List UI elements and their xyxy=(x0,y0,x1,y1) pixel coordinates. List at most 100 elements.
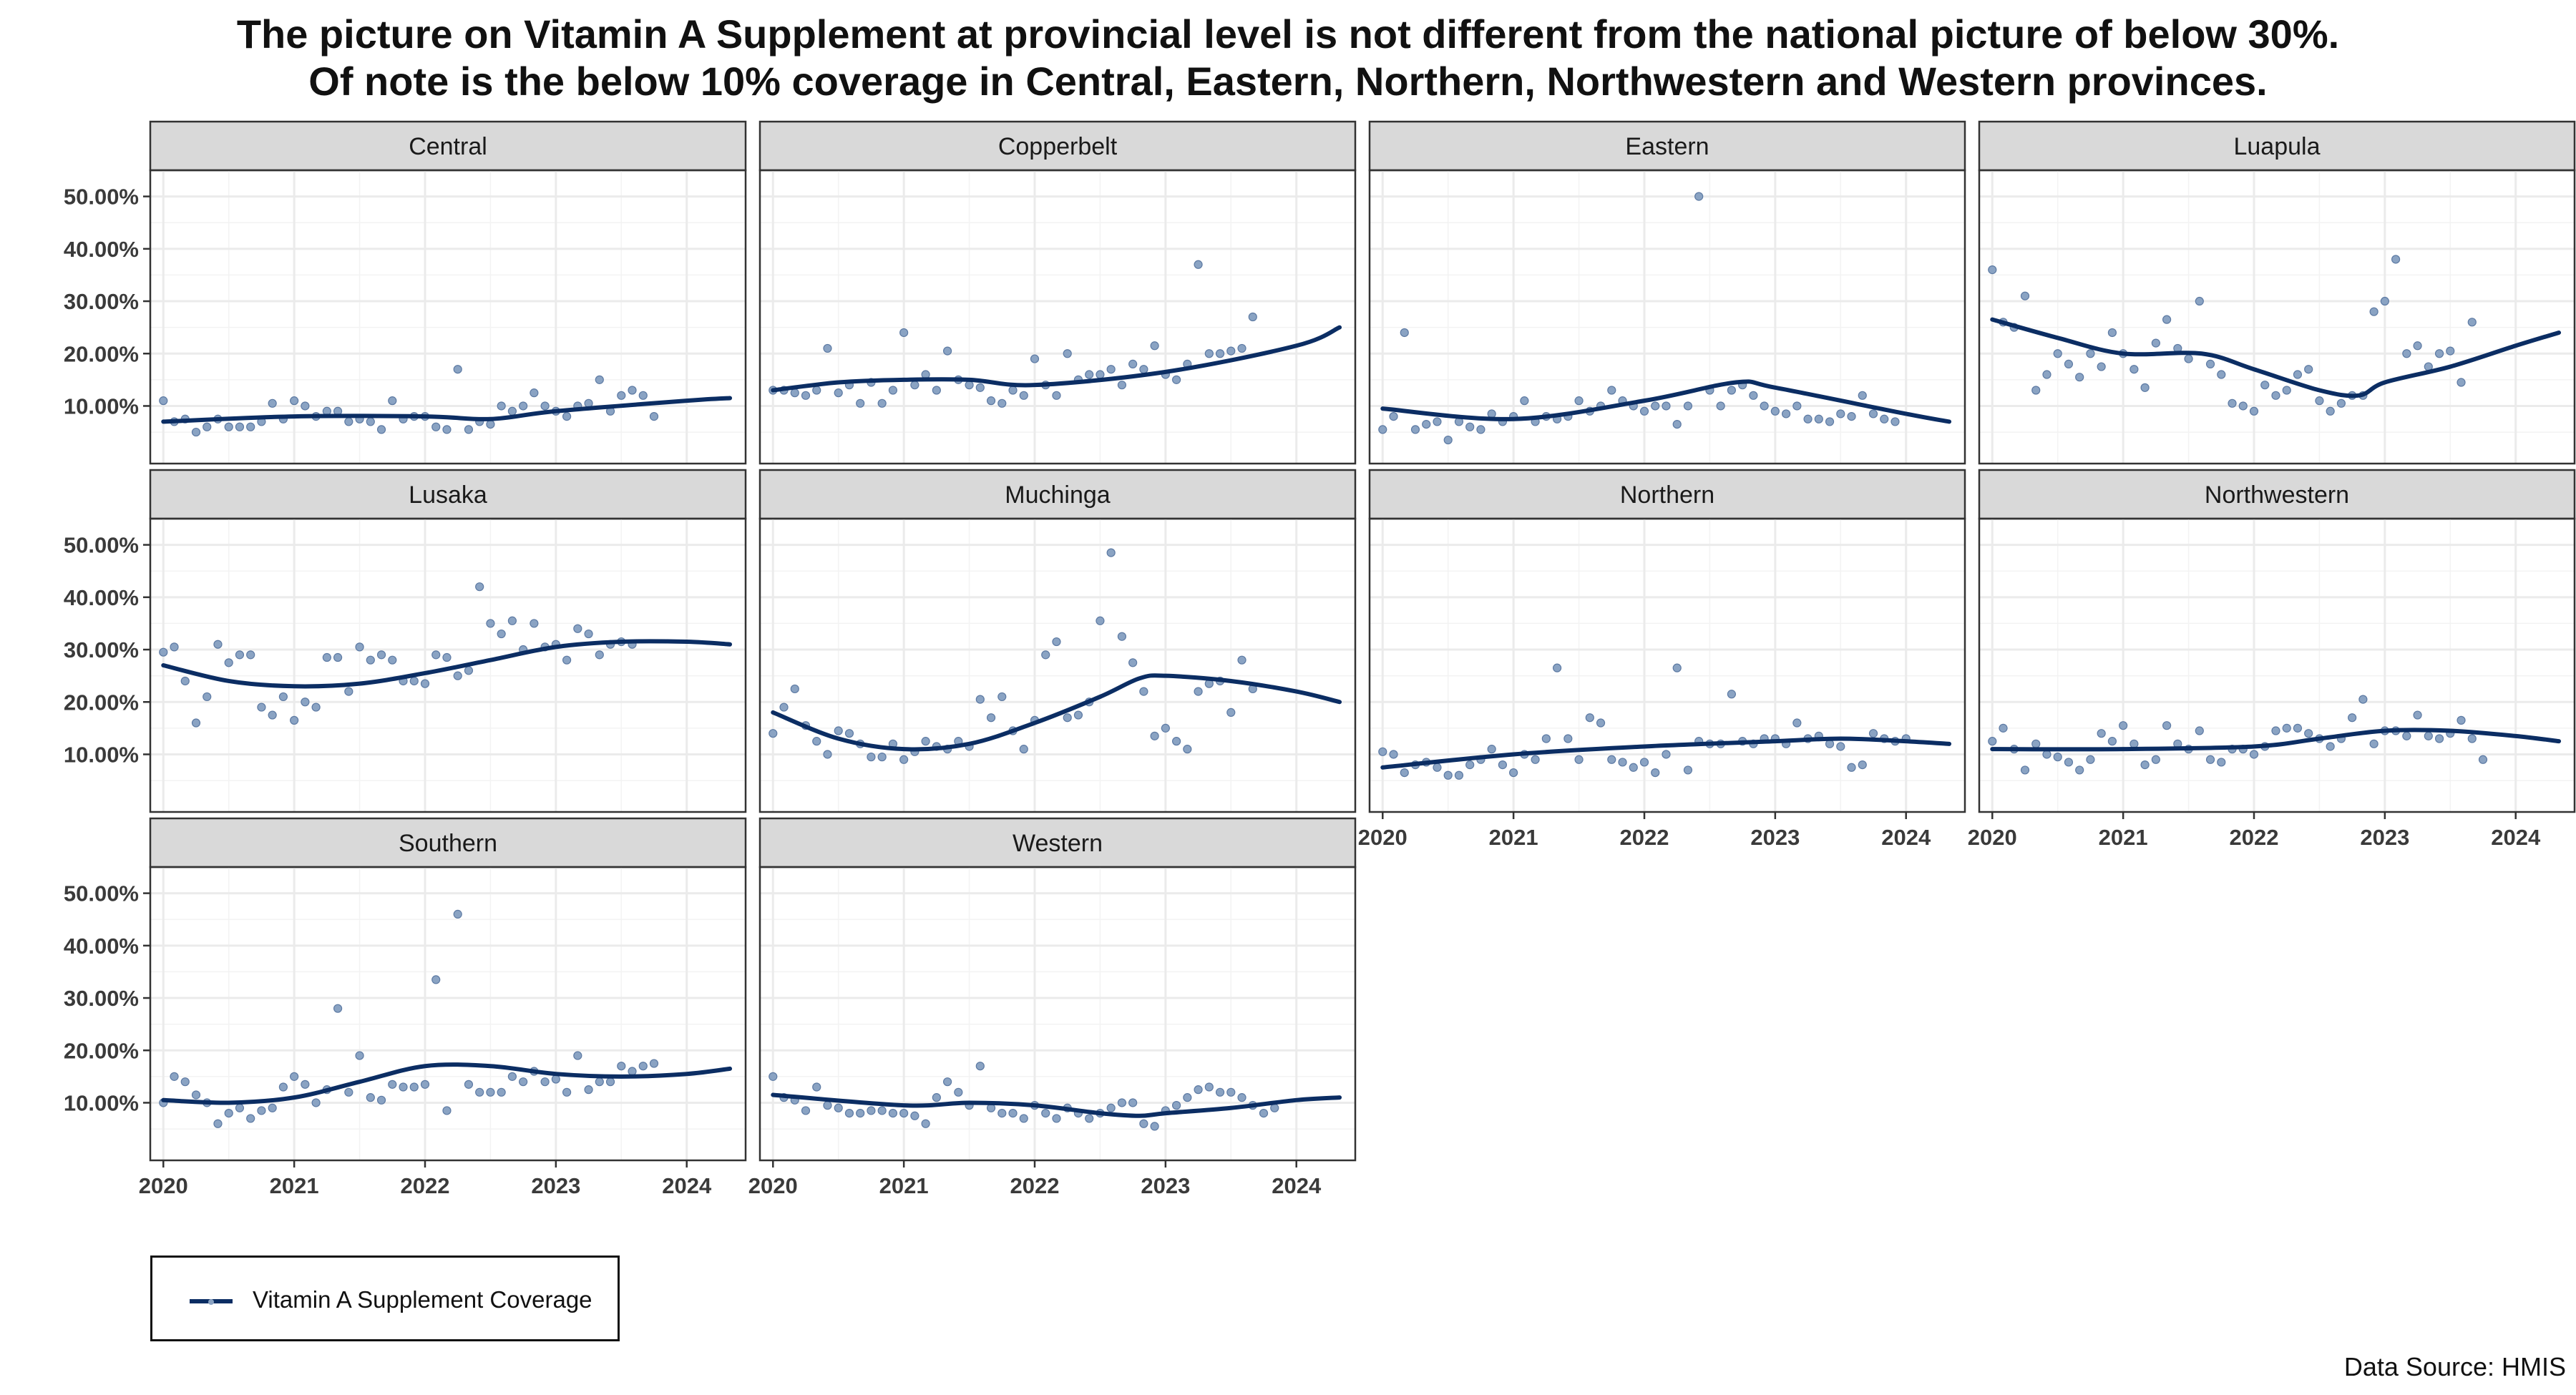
data-point xyxy=(1117,632,1127,641)
data-point xyxy=(1607,755,1616,764)
data-point xyxy=(2249,406,2259,416)
facet-strip xyxy=(1978,469,2576,520)
data-point xyxy=(617,1062,626,1071)
facet-strip xyxy=(758,817,1357,868)
data-point xyxy=(235,650,245,660)
data-point xyxy=(170,1072,179,1081)
data-point xyxy=(1847,763,1856,772)
data-point xyxy=(2097,362,2106,371)
data-point xyxy=(475,582,484,592)
data-point xyxy=(834,1103,843,1112)
data-point xyxy=(573,624,582,633)
data-point xyxy=(1880,414,1889,424)
y-tick-label: 40.00% xyxy=(64,237,139,262)
smooth-trend-line xyxy=(1380,736,1952,770)
data-point xyxy=(388,655,397,665)
facet-muchinga: Muchinga xyxy=(758,469,1357,813)
y-tick-label: 20.00% xyxy=(64,1038,139,1063)
x-tick-label: 2023 xyxy=(2360,825,2409,850)
facet-strip xyxy=(1368,120,1966,172)
facet-northwestern: Northwestern 2020 2021 2022 2023 2024 xyxy=(1968,469,2576,850)
x-tick-label: 2024 xyxy=(1272,1173,1322,1198)
y-tick-label: 10.00% xyxy=(64,742,139,767)
data-point xyxy=(628,1067,637,1076)
data-point xyxy=(986,396,996,406)
data-point xyxy=(2107,737,2117,746)
data-point xyxy=(1639,758,1649,767)
data-point xyxy=(1259,1109,1269,1118)
data-point xyxy=(1465,760,1475,770)
data-point xyxy=(1171,737,1181,746)
y-tick-label: 30.00% xyxy=(64,637,139,662)
facet-copperbelt: Copperbelt xyxy=(758,120,1357,465)
data-point xyxy=(388,396,397,406)
data-point xyxy=(1139,1119,1148,1128)
data-point xyxy=(584,629,593,639)
panel-border xyxy=(149,169,747,465)
data-point xyxy=(921,737,930,746)
data-point xyxy=(1194,687,1203,696)
x-tick-label: 2022 xyxy=(401,1173,450,1198)
data-point xyxy=(2467,318,2477,327)
data-point xyxy=(1052,1114,1061,1123)
panel-border xyxy=(758,517,1357,813)
x-tick-label: 2022 xyxy=(1010,1173,1060,1198)
facet-luapula: Luapula xyxy=(1978,120,2576,465)
data-point xyxy=(1194,1085,1203,1095)
data-point xyxy=(1226,1087,1236,1097)
data-point xyxy=(431,650,441,660)
data-point xyxy=(2184,354,2193,363)
data-point xyxy=(834,726,843,735)
data-point xyxy=(1019,1114,1028,1123)
data-point xyxy=(888,386,898,395)
data-point xyxy=(2020,291,2030,300)
data-point xyxy=(2217,758,2226,767)
data-point xyxy=(409,1082,419,1092)
legend-point-key xyxy=(208,1299,214,1305)
data-point xyxy=(997,692,1007,702)
data-point xyxy=(191,718,201,728)
data-point xyxy=(2151,338,2160,348)
data-point xyxy=(867,1106,876,1115)
data-point xyxy=(1433,417,1442,426)
data-point xyxy=(1574,396,1584,406)
data-point xyxy=(1237,1093,1246,1102)
facet-strip-label: Southern xyxy=(399,830,497,857)
data-point xyxy=(2336,398,2346,408)
data-point xyxy=(366,1093,375,1102)
x-tick-label: 2023 xyxy=(1141,1173,1190,1198)
y-tick-label: 10.00% xyxy=(64,393,139,418)
data-point xyxy=(823,1101,832,1110)
data-point xyxy=(562,412,572,421)
data-point xyxy=(790,684,799,694)
data-point xyxy=(1858,391,1867,400)
data-point xyxy=(409,676,419,686)
data-point xyxy=(497,629,506,639)
data-point xyxy=(1030,354,1040,363)
data-point xyxy=(1760,401,1769,411)
data-point xyxy=(1150,1122,1159,1131)
data-point xyxy=(1520,396,1529,406)
data-point xyxy=(975,383,985,392)
data-point xyxy=(1792,718,1802,728)
y-tick-label: 40.00% xyxy=(64,934,139,959)
data-point xyxy=(1465,422,1475,431)
data-point xyxy=(942,346,952,356)
data-point xyxy=(812,386,821,395)
data-point xyxy=(779,703,789,712)
data-point xyxy=(1096,616,1105,625)
data-point xyxy=(1019,391,1028,400)
data-point xyxy=(301,401,310,411)
data-point xyxy=(376,1095,386,1105)
smooth-trend-line xyxy=(771,325,1342,393)
data-point xyxy=(1618,758,1627,767)
data-point xyxy=(638,391,648,400)
data-point xyxy=(191,1090,201,1100)
data-point xyxy=(2162,315,2172,324)
data-point xyxy=(1128,658,1138,667)
data-point xyxy=(877,753,887,762)
data-point xyxy=(2075,765,2084,775)
chart-title-line-1: The picture on Vitamin A Supplement at p… xyxy=(236,11,2340,57)
data-point xyxy=(322,652,331,662)
data-point xyxy=(1215,1087,1225,1097)
